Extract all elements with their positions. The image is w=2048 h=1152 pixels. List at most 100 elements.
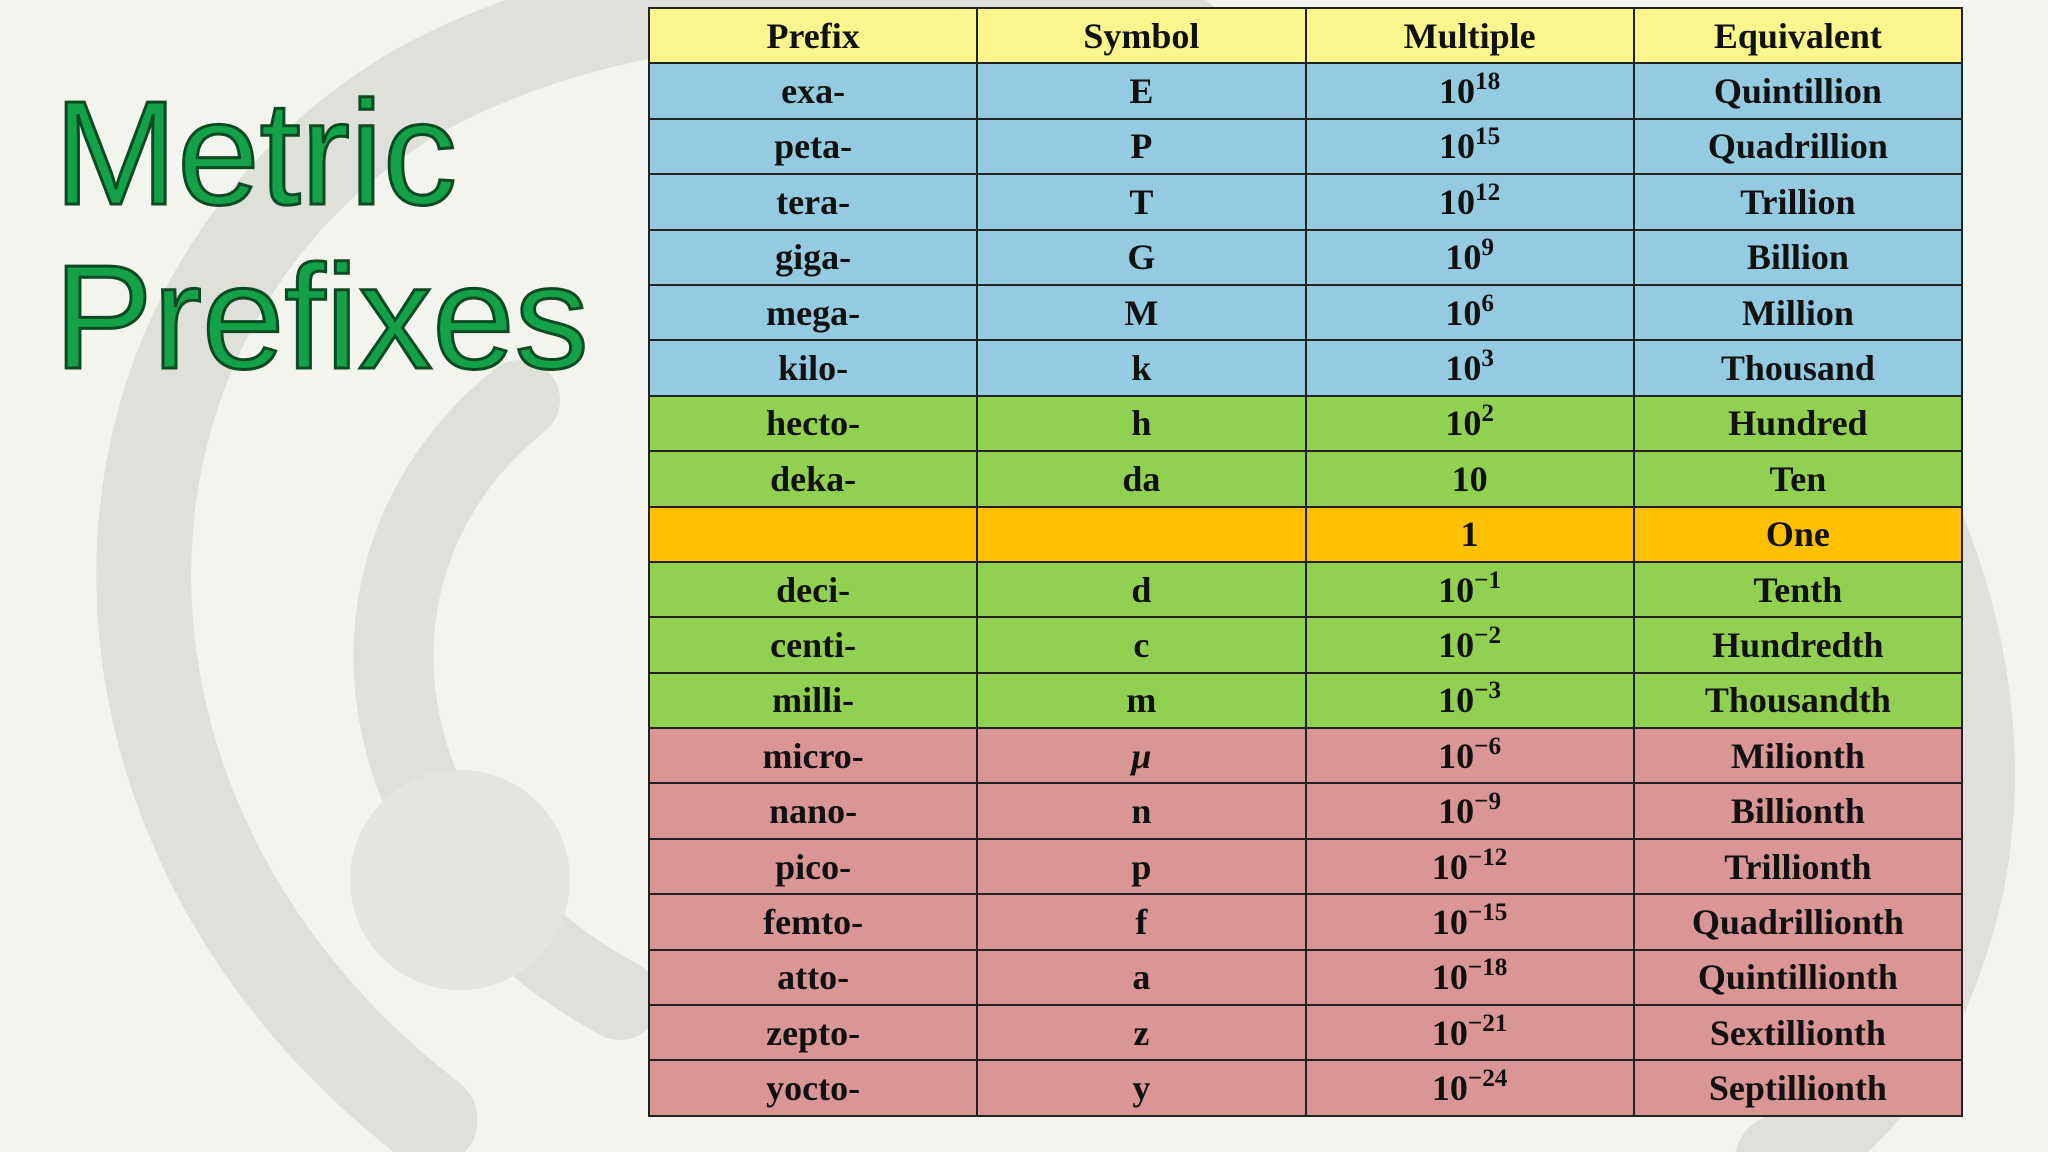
multiple-base: 10 [1439,126,1476,167]
multiple-cell: 1018 [1304,62,1635,120]
header-prefix: Prefix [647,6,979,65]
symbol-cell: z [976,1004,1307,1062]
multiple-base: 10 [1438,624,1475,665]
multiple-base: 10 [1439,71,1476,112]
symbol-cell: d [976,560,1307,619]
multiple-base: 10 [1431,957,1468,998]
header-equivalent: Equivalent [1632,6,1964,65]
multiple-base: 10 [1439,181,1476,222]
multiple-cell: 10−3 [1304,671,1635,730]
table-row: nano-n 10−9 Billionth [647,782,1964,840]
symbol-cell: k [976,339,1307,397]
symbol-cell: f [976,893,1307,951]
multiple-cell: 10−2 [1304,616,1635,674]
multiple-base: 10 [1451,458,1488,499]
multiple-base: 1 [1460,514,1479,555]
prefix-cell: femto- [647,893,979,951]
table-row: milli-m 10−3 Thousandth [647,671,1964,730]
multiple-cell: 10 [1304,450,1635,508]
prefix-cell: peta- [647,117,979,176]
table-row: mega- M 106 Million [647,283,1964,342]
multiple-base: 10 [1438,680,1475,721]
table-row: centi-c 10−2 Hundredth [647,616,1964,674]
header-symbol: Symbol [976,6,1307,65]
symbol-cell: y [976,1059,1307,1117]
equivalent-cell: Billionth [1632,782,1964,840]
multiple-exponent: −15 [1467,899,1508,927]
symbol-cell: h [976,394,1307,453]
table-row: deci-d 10−1 Tenth [647,560,1964,619]
multiple-cell: 1012 [1304,173,1635,231]
symbol-cell: da [976,450,1307,508]
multiple-cell: 106 [1304,283,1635,342]
table-header-row: Prefix Symbol Multiple Equivalent [647,6,1964,65]
multiple-base: 10 [1438,791,1475,832]
table-row: exa- E 1018 Quintillion [647,62,1964,120]
table-row: zepto-z 10−21 Sextillionth [647,1004,1964,1062]
multiple-exponent: −6 [1474,732,1502,760]
prefix-cell: kilo- [647,339,979,397]
symbol-cell: n [976,782,1307,840]
multiple-cell: 10−24 [1304,1059,1635,1117]
symbol-cell: T [976,173,1307,231]
prefix-cell: zepto- [647,1004,979,1062]
multiple-cell: 103 [1304,339,1635,397]
multiple-cell: 10−15 [1304,893,1635,951]
table-row: peta- P 1015 Quadrillion [647,117,1964,176]
symbol-cell [976,505,1307,563]
equivalent-cell: Quadrillion [1632,117,1964,176]
equivalent-cell: Trillion [1632,173,1964,231]
multiple-exponent: −9 [1474,788,1502,816]
multiple-cell: 1015 [1304,117,1635,176]
symbol-cell: G [976,228,1307,286]
symbol-cell: a [976,948,1307,1007]
equivalent-cell: Billion [1632,228,1964,286]
multiple-exponent: 12 [1475,179,1501,206]
table-row: atto-a 10−18 Quintillionth [647,948,1964,1007]
table-row: kilo-k 103 Thousand [647,339,1964,397]
prefix-cell: mega- [647,283,979,342]
multiple-exponent: 15 [1475,123,1501,151]
multiple-exponent: −1 [1474,566,1502,594]
equivalent-cell: Hundred [1632,394,1964,453]
multiple-cell: 10−12 [1304,837,1635,896]
table-row: hecto-h 102 Hundred [647,394,1964,453]
prefix-cell: yocto- [647,1059,979,1117]
prefix-cell [647,505,979,563]
equivalent-cell: Million [1632,283,1964,342]
multiple-exponent: −12 [1467,843,1508,871]
multiple-exponent: −24 [1467,1065,1508,1093]
multiple-cell: 10−18 [1304,948,1635,1007]
multiple-cell: 109 [1304,228,1635,286]
equivalent-cell: Quintillionth [1632,948,1964,1007]
multiple-exponent: 9 [1481,234,1494,262]
symbol-cell: c [976,616,1307,674]
table-body: exa- E 1018 Quintillion peta- P 1015 Quadrillio… [647,62,1964,1117]
multiple-exponent: −2 [1474,622,1502,650]
equivalent-cell: Quadrillionth [1632,893,1964,951]
slide-title: Metric Prefixes [53,70,591,401]
table-row: tera- T 1012 Trillion [647,173,1964,231]
title-line-1: Metric [53,70,459,237]
prefix-cell: tera- [647,173,979,231]
symbol-cell: P [976,117,1307,176]
symbol-cell: p [976,837,1307,896]
header-multiple: Multiple [1304,6,1635,65]
prefix-cell: centi- [647,616,979,674]
multiple-base: 10 [1431,901,1468,942]
equivalent-cell: One [1632,505,1964,563]
multiple-cell: 1 [1304,505,1635,563]
symbol-cell: M [976,283,1307,342]
equivalent-cell: Trillionth [1632,837,1964,896]
table-row: 1 One [647,505,1964,563]
multiple-base: 10 [1431,846,1468,887]
equivalent-cell: Septillionth [1632,1059,1964,1117]
symbol-cell: E [976,62,1307,120]
multiple-exponent: 18 [1475,68,1501,96]
multiple-base: 10 [1445,348,1482,389]
prefix-cell: pico- [647,837,979,896]
table-row: pico-p 10−12 Trillionth [647,837,1964,896]
title-line-2: Prefixes [53,234,591,401]
prefix-cell: nano- [647,782,979,840]
multiple-cell: 10−1 [1304,560,1635,619]
